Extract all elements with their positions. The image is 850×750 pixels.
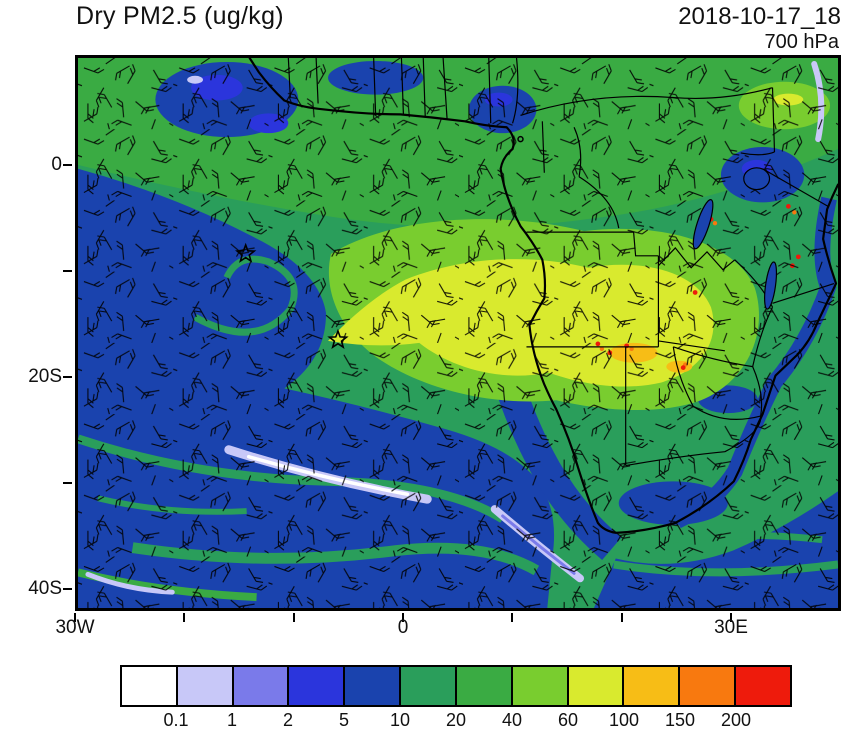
latitude-tick bbox=[63, 588, 72, 590]
latitude-tick bbox=[63, 482, 72, 484]
colorbar-cell bbox=[289, 667, 346, 705]
colorbar-labels: 0.1 1 2 5 10 20 40 60 100 150 200 bbox=[120, 710, 792, 736]
colorbar-tick-label: 60 bbox=[557, 710, 579, 730]
colorbar-cells bbox=[120, 665, 792, 707]
colorbar-tick-label: 1 bbox=[226, 710, 238, 730]
y-axis-label-equator: 0 bbox=[51, 154, 62, 175]
colorbar-tick-label: 0.1 bbox=[163, 710, 189, 730]
colorbar-tick-label: 20 bbox=[445, 710, 467, 730]
bioko-island bbox=[517, 135, 524, 143]
wind-barbs-layer bbox=[78, 58, 838, 608]
colorbar-cell bbox=[177, 667, 234, 705]
colorbar-cell bbox=[624, 667, 681, 705]
colorbar-cell bbox=[401, 667, 457, 705]
longitude-tick bbox=[730, 613, 732, 622]
colorbar-tick-label: 200 bbox=[720, 710, 752, 730]
latitude-tick bbox=[63, 376, 72, 378]
colorbar-cell bbox=[345, 667, 402, 705]
latitude-tick bbox=[63, 164, 72, 166]
colorbar-tick-label: 150 bbox=[664, 710, 696, 730]
y-axis-label-20s: 20S bbox=[28, 366, 62, 387]
pm25-map-canvas bbox=[78, 58, 838, 608]
colorbar-tick-label: 10 bbox=[389, 710, 411, 730]
longitude-tick bbox=[74, 613, 76, 622]
africa-coastline bbox=[248, 58, 838, 534]
colorbar-cell bbox=[122, 667, 178, 705]
colorbar-cell bbox=[680, 667, 737, 705]
x-axis-label-30e: 30E bbox=[714, 617, 748, 638]
country-borders bbox=[287, 58, 835, 467]
colorbar-tick-label: 2 bbox=[282, 710, 294, 730]
plot-title: Dry PM2.5 (ug/kg) bbox=[76, 2, 284, 30]
longitude-tick bbox=[621, 613, 623, 622]
colorbar-cell bbox=[456, 667, 513, 705]
colorbar: 0.1 1 2 5 10 20 40 60 100 150 200 bbox=[120, 665, 792, 736]
colorbar-tick-label: 100 bbox=[608, 710, 640, 730]
x-axis-label-0: 0 bbox=[397, 617, 409, 638]
plot-pressure-level: 700 hPa bbox=[764, 31, 839, 53]
colorbar-cell bbox=[568, 667, 625, 705]
longitude-tick bbox=[183, 613, 185, 622]
x-axis-label-30w: 30W bbox=[55, 617, 95, 638]
colorbar-cell bbox=[233, 667, 290, 705]
colorbar-cell bbox=[512, 667, 569, 705]
longitude-tick bbox=[511, 613, 513, 622]
colorbar-tick-label: 5 bbox=[338, 710, 350, 730]
longitude-tick bbox=[402, 613, 404, 622]
colorbar-tick-label: 40 bbox=[501, 710, 523, 730]
plot-datetime: 2018-10-17_18 bbox=[678, 3, 841, 30]
latitude-tick bbox=[63, 270, 72, 272]
longitude-tick bbox=[293, 613, 295, 622]
colorbar-cell bbox=[736, 667, 790, 705]
y-axis-label-40s: 40S bbox=[28, 578, 62, 599]
lakes bbox=[692, 167, 778, 310]
pm25-map-panel bbox=[75, 55, 841, 611]
